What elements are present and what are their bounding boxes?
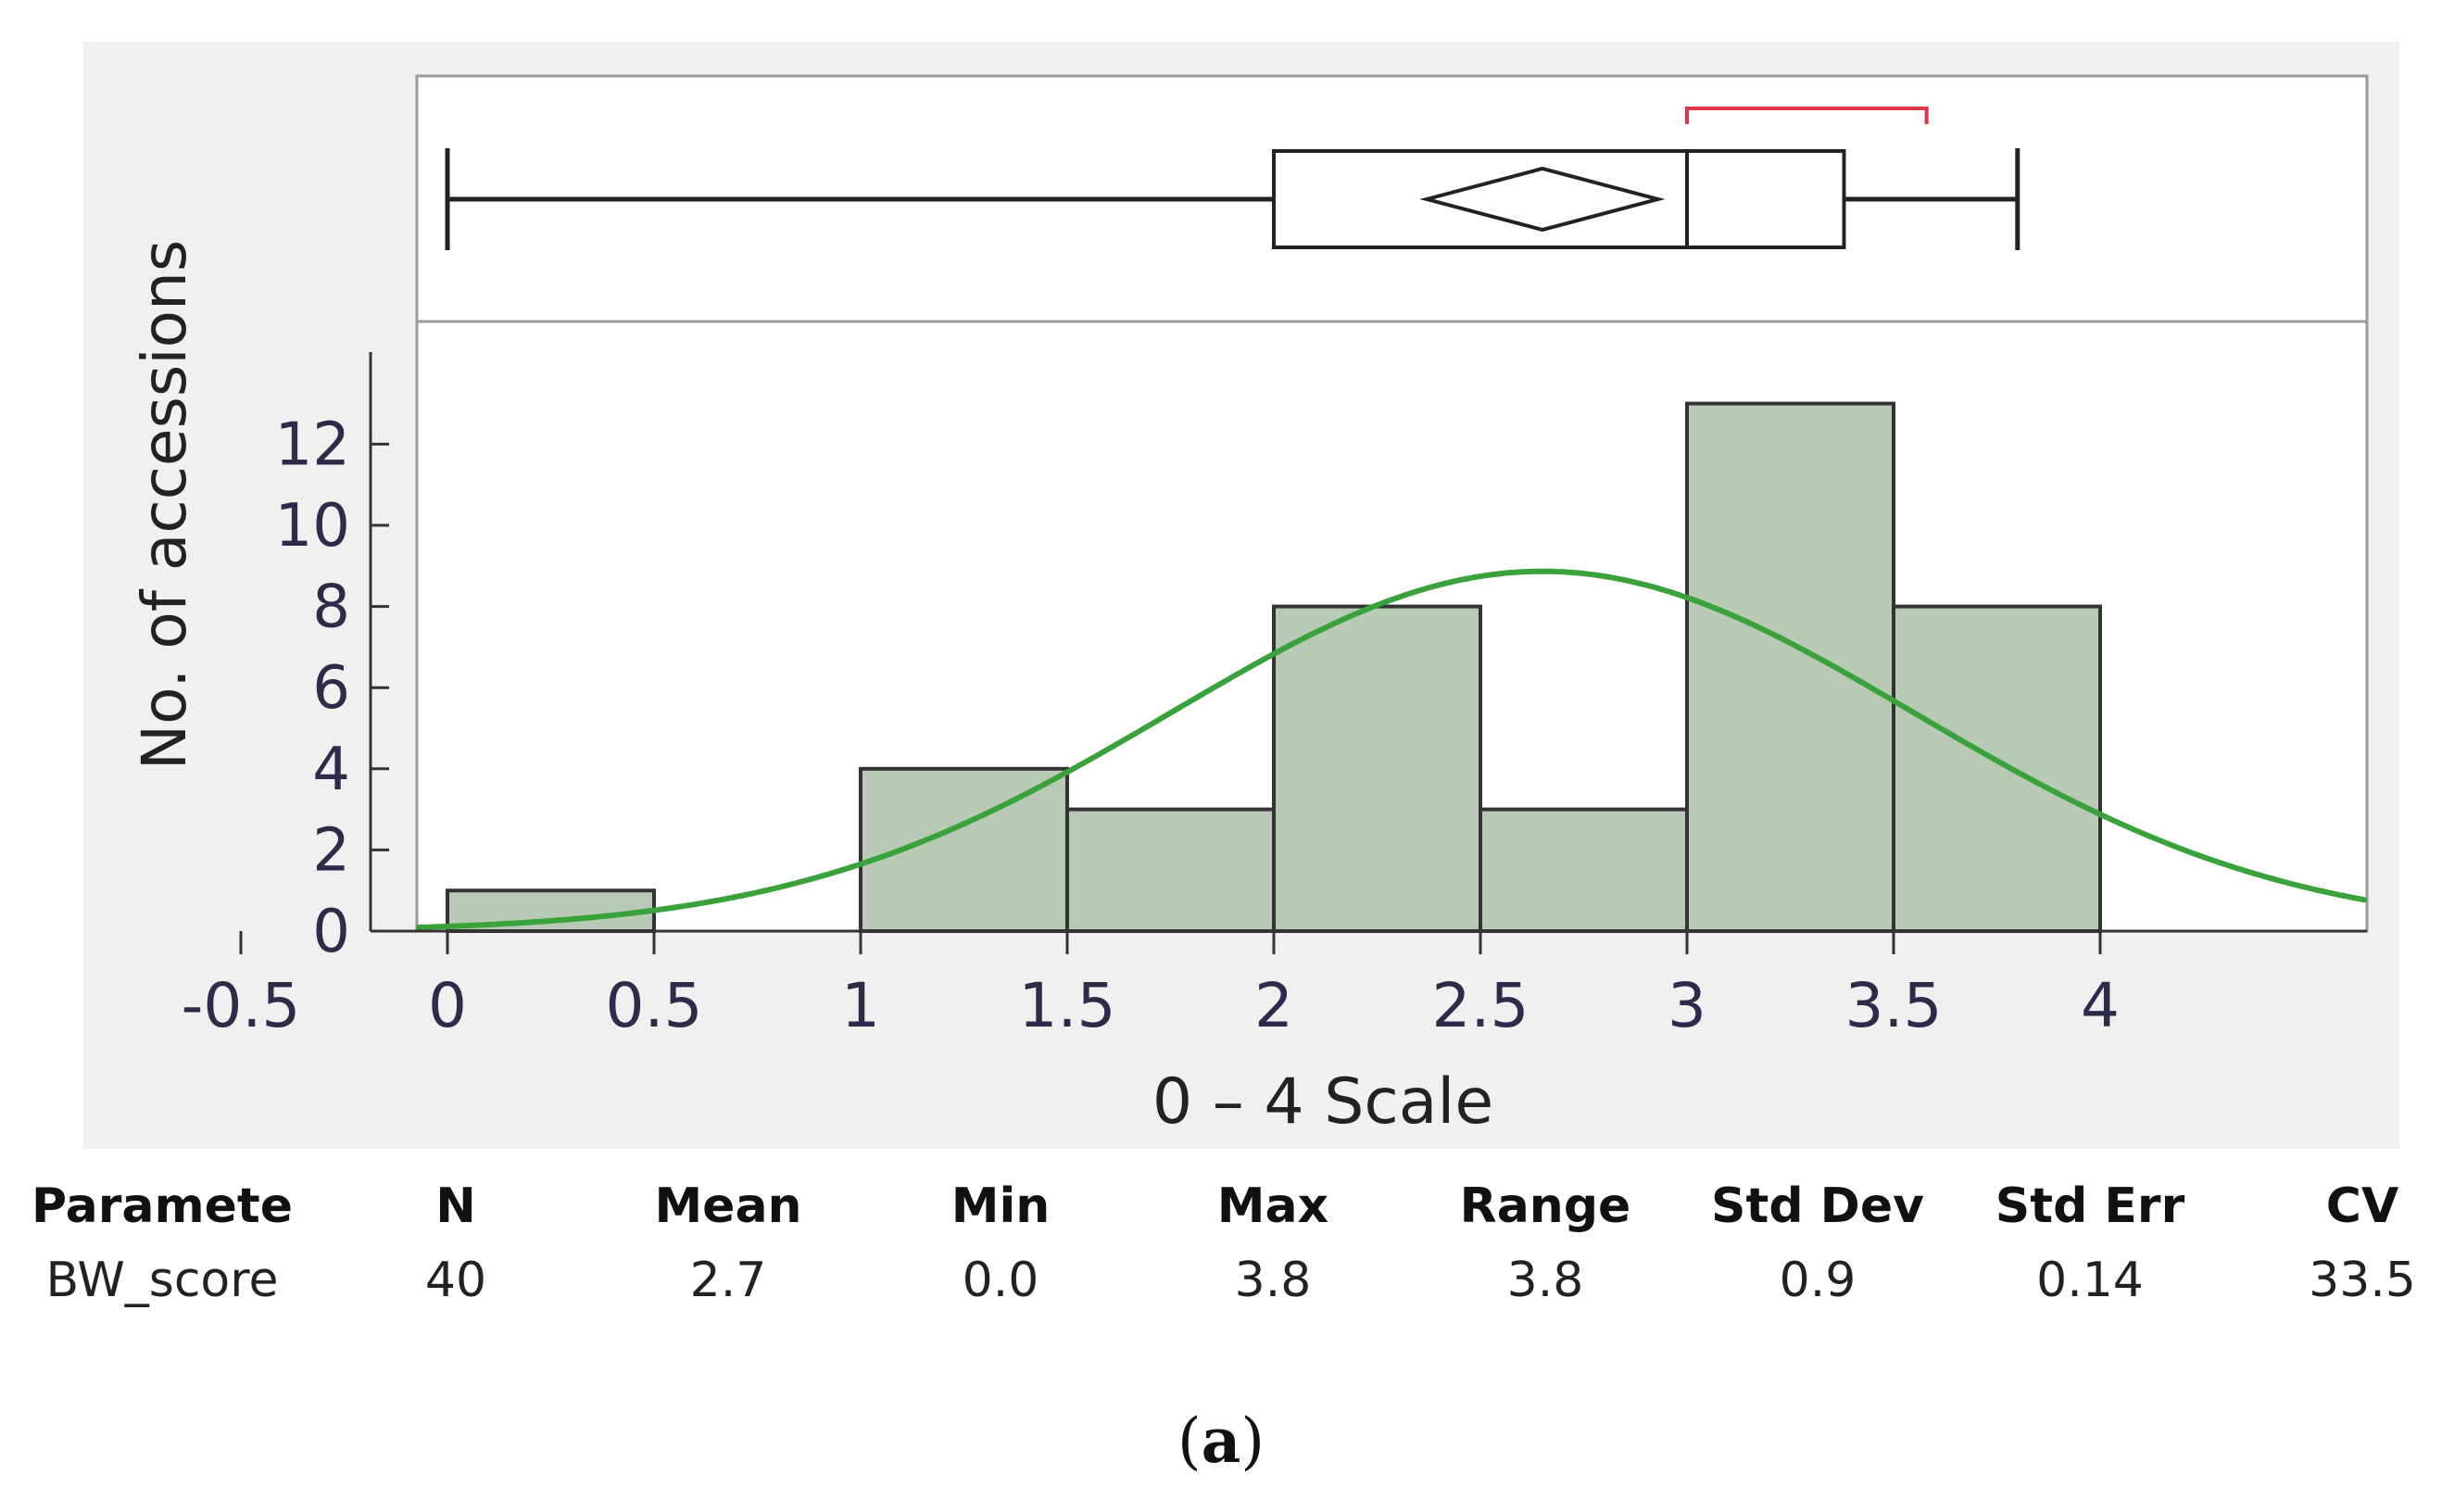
stats-header-cell: Mean	[654, 1178, 802, 1234]
stats-header-cell: Range	[1459, 1178, 1631, 1234]
stats-header-cell: Std Dev	[1711, 1178, 1924, 1234]
boxplot-mean-diamond	[1419, 166, 1666, 233]
x-tick-label: 2.5	[1432, 970, 1529, 1041]
x-tick-label: 3	[1668, 970, 1706, 1041]
x-tick-label: 1.5	[1019, 970, 1116, 1041]
stats-value-cell: 0.14	[2036, 1253, 2144, 1308]
stats-value-cell: 2.7	[689, 1253, 767, 1308]
normal-fit-curve	[416, 568, 2367, 930]
histogram-bar	[1685, 401, 1895, 934]
stats-header-cell: Std Err	[1995, 1178, 2185, 1234]
boxplot-box	[1272, 149, 1846, 249]
histogram-bar	[1479, 807, 1689, 933]
panel-caption: (a)	[0, 1405, 2442, 1477]
y-tick-label: 6	[312, 654, 350, 723]
x-tick-label: 3.5	[1845, 970, 1943, 1041]
x-tick-label: 0	[428, 970, 467, 1041]
summary-stats-table: Paramete N Mean Min Max Range Std Dev St…	[0, 1178, 2442, 1327]
y-tick-label: 12	[275, 410, 350, 479]
stats-header-cell: Paramete	[31, 1178, 294, 1234]
x-axis: -0.5 0 0.5 1 1.5 2 2.5 3 3.5 4	[182, 929, 2367, 1041]
x-tick-label: -0.5	[182, 970, 301, 1041]
y-axis: 0 2 4 6 8 10 12	[275, 352, 389, 966]
stats-value-cell: 3.8	[1234, 1253, 1312, 1308]
histogram-bar	[1892, 604, 2102, 933]
stats-value-row: BW_score 40 2.7 0.0 3.8 3.8 0.9 0.14 33.…	[0, 1253, 2442, 1327]
boxplot	[445, 107, 2020, 250]
histogram-bar	[1065, 807, 1276, 933]
stats-value-cell: 0.9	[1779, 1253, 1857, 1308]
y-tick-label: 8	[312, 573, 350, 642]
stats-header-cell: N	[435, 1178, 476, 1234]
caption-open-paren: (	[1177, 1405, 1202, 1477]
x-tick-label: 1	[841, 970, 880, 1041]
stats-header-cell: Min	[950, 1178, 1051, 1234]
stats-header-row: Paramete N Mean Min Max Range Std Dev St…	[0, 1178, 2442, 1253]
x-tick-label: 0.5	[606, 970, 703, 1041]
stats-value-cell: 40	[424, 1253, 487, 1308]
x-tick-label: 2	[1254, 970, 1293, 1041]
stats-value-cell: BW_score	[45, 1253, 279, 1308]
stats-value-cell: 3.8	[1506, 1253, 1584, 1308]
shortest-half-bracket	[1685, 107, 1929, 124]
stats-value-cell: 33.5	[2309, 1253, 2416, 1308]
y-tick-label: 4	[312, 736, 350, 804]
y-axis-label: No. of accessions	[129, 240, 200, 770]
histogram-bar	[859, 766, 1069, 933]
stats-value-cell: 0.0	[962, 1253, 1039, 1308]
caption-close-paren: )	[1240, 1405, 1265, 1477]
stats-header-cell: Max	[1216, 1178, 1329, 1234]
stats-header-cell: CV	[2325, 1178, 2399, 1234]
y-tick-label: 2	[312, 816, 350, 885]
x-axis-label: 0 – 4 Scale	[1152, 1065, 1493, 1139]
caption-letter: a	[1201, 1405, 1241, 1477]
x-tick-label: 4	[2081, 970, 2120, 1041]
histogram-bar	[1272, 604, 1482, 933]
y-tick-label: 10	[275, 492, 350, 561]
y-tick-label: 0	[312, 898, 350, 966]
